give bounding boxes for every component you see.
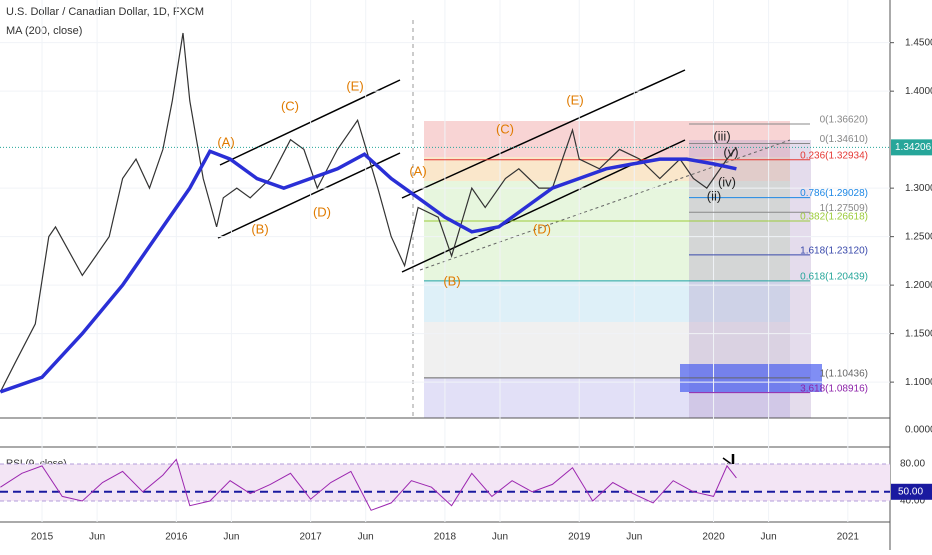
x-tick-label: 2017 — [300, 532, 323, 543]
x-tick-label: 2021 — [837, 532, 860, 543]
fib-zone — [424, 121, 790, 157]
fib-label: 0(1.36620) — [820, 115, 868, 126]
wave-label: (A) — [409, 163, 426, 178]
fib-label: 0(1.34610) — [820, 134, 868, 145]
rsi-mid-label: 50.00 — [898, 486, 923, 497]
fib-label: 1.618(1.23120) — [800, 246, 868, 257]
wave-label: (B) — [251, 221, 268, 236]
price-line — [0, 32, 737, 393]
fib-label: 1(1.27509) — [820, 203, 868, 214]
y-tick-label: 1.10000 — [905, 377, 932, 388]
x-tick-label: 2018 — [434, 532, 457, 543]
rsi-band — [0, 464, 890, 502]
fib-label: 1(1.10436) — [820, 369, 868, 380]
fib-label: 0.382(1.26618) — [800, 212, 868, 223]
wave-label: (E) — [346, 78, 363, 93]
wave-label: (v) — [723, 144, 738, 159]
wave-label: (D) — [313, 204, 331, 219]
fib-label: 0.786(1.29028) — [800, 188, 868, 199]
rsi-line — [0, 458, 737, 511]
x-tick-label: Jun — [89, 532, 105, 543]
x-tick-label: 2015 — [31, 532, 54, 543]
fib-zone — [424, 280, 790, 322]
rsi-mid-tag — [891, 483, 932, 500]
last-price-tag — [891, 139, 932, 156]
y-tick-label: 1.40000 — [905, 86, 932, 97]
wave-label: (C) — [496, 121, 514, 136]
channel-line — [219, 79, 401, 166]
wave-label: (ii) — [707, 188, 721, 203]
fib-label: 0.236(1.32934) — [800, 150, 868, 161]
wave-label: (iii) — [713, 128, 730, 143]
moving-average — [0, 149, 737, 394]
wave-label: (C) — [281, 98, 299, 113]
last-price-label: 1.34206 — [895, 142, 932, 153]
y-tick-label: 1.25000 — [905, 231, 932, 242]
volume-axis-label: 0.00000 — [905, 425, 932, 436]
rsi-tick-label: 80.00 — [900, 459, 925, 470]
x-tick-label: Jun — [492, 532, 508, 543]
wave-label: (E) — [566, 92, 583, 107]
x-tick-label: Jun — [626, 532, 642, 543]
x-tick-label: 2016 — [165, 532, 188, 543]
channel-line — [217, 152, 401, 239]
x-tick-label: Jun — [223, 532, 239, 543]
y-tick-label: 1.30000 — [905, 183, 932, 194]
rsi-tick-label: 40.00 — [900, 496, 925, 507]
fib-label: 0.618(1.20439) — [800, 272, 868, 283]
indicator-label: MA (200, close) — [6, 25, 82, 37]
y-tick-label: 1.15000 — [905, 328, 932, 339]
wave-label: (D) — [533, 221, 551, 236]
x-tick-label: 2019 — [568, 532, 591, 543]
y-tick-label: 1.45000 — [905, 37, 932, 48]
trend-line — [419, 139, 791, 271]
x-tick-label: 2020 — [702, 532, 725, 543]
y-tick-label: 1.20000 — [905, 280, 932, 291]
wave-label: (A) — [217, 134, 234, 149]
fib-label: 3.618(1.08916) — [800, 383, 868, 394]
x-tick-label: Jun — [358, 532, 374, 543]
x-tick-label: Jun — [761, 532, 777, 543]
wave-label: (B) — [443, 273, 460, 288]
wave-label: (iv) — [718, 174, 736, 189]
chart-title: U.S. Dollar / Canadian Dollar, 1D, FXCM — [6, 6, 204, 18]
